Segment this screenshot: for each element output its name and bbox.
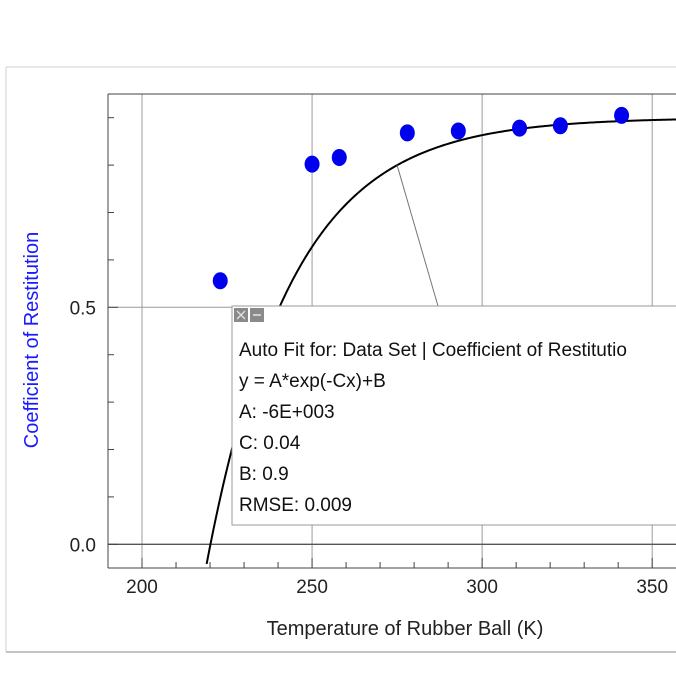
x-tick-label-1: 250 (296, 577, 328, 598)
data-point-1 (304, 155, 320, 173)
fit-box (231, 305, 676, 526)
fit-curve (205, 118, 676, 565)
fit-box-close-x (236, 310, 246, 320)
x-tick-label-2: 300 (466, 577, 498, 598)
x-tick-label-3: 350 (636, 577, 668, 598)
fit-leader-line (396, 165, 439, 307)
fit-box-line-5: RMSE: 0.009 (239, 495, 352, 516)
data-point-2 (331, 149, 347, 167)
y-axis-title: Coefficient of Restitution (21, 232, 43, 448)
fit-box-line-0: Auto Fit for: Data Set | Coefficient of … (239, 340, 627, 361)
data-point-3 (399, 124, 415, 142)
labels-layer: 200 250 300 350 0.0 0.5 Temperature of Rubber … (21, 232, 668, 640)
y-tick-label-0: 0.0 (70, 535, 96, 556)
data-point-6 (552, 117, 568, 135)
ticks (108, 117, 653, 568)
fit-curve-layer (205, 118, 676, 565)
x-tick-label-0: 200 (126, 577, 158, 598)
fit-box-line-4: B: 0.9 (239, 464, 289, 485)
fit-box-line-1: y = A*exp(-Cx)+B (239, 371, 386, 392)
data-point-4 (450, 122, 466, 140)
data-point-7 (614, 106, 630, 124)
data-point-0 (212, 272, 228, 290)
data-points-layer (212, 106, 630, 290)
fit-box-line-2: A: -6E+003 (239, 402, 335, 423)
fit-box-layer: Auto Fit for: Data Set | Coefficient of … (231, 305, 676, 526)
fit-box-line-3: C: 0.04 (239, 433, 301, 454)
x-axis-title: Temperature of Rubber Ball (K) (267, 618, 544, 640)
data-point-5 (512, 119, 528, 137)
plot-border (107, 93, 676, 569)
y-tick-label-1: 0.5 (70, 298, 96, 319)
